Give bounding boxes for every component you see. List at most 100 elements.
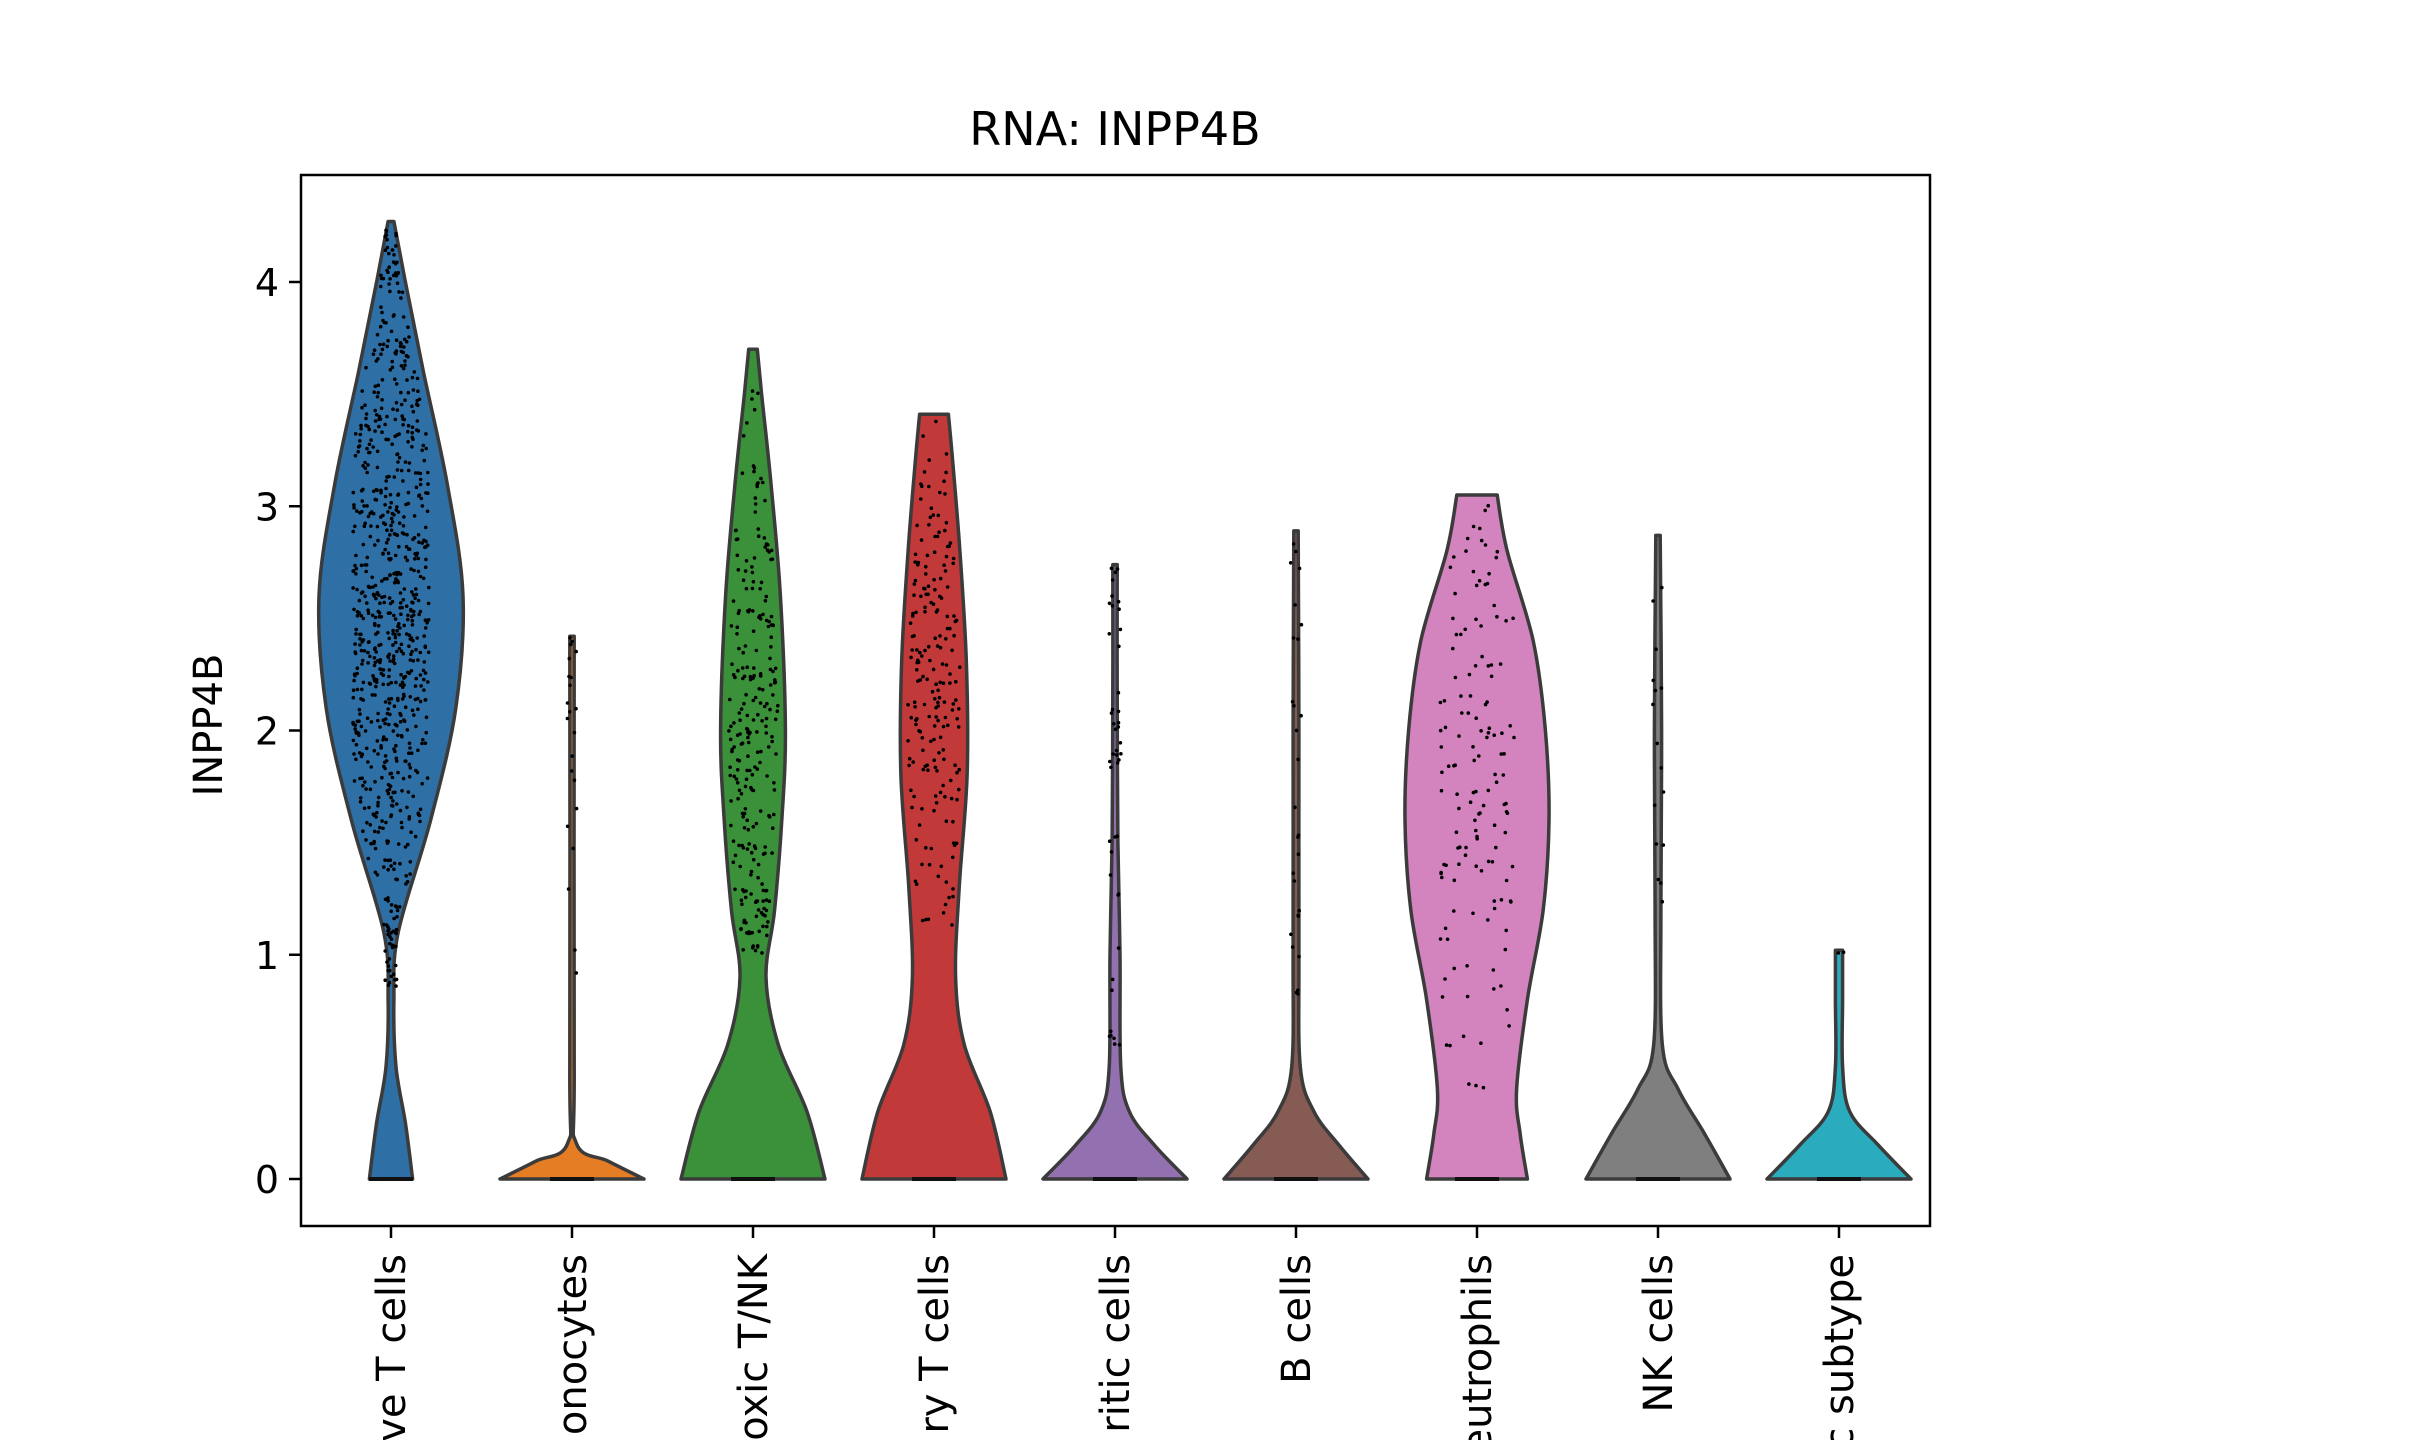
data-point xyxy=(377,614,382,619)
data-point xyxy=(1116,946,1121,950)
violin-points xyxy=(565,636,579,975)
data-point xyxy=(927,458,931,462)
data-point xyxy=(390,248,395,252)
data-point xyxy=(1502,752,1506,756)
data-point xyxy=(1108,873,1113,877)
data-point xyxy=(1439,870,1443,875)
data-point xyxy=(1473,664,1478,668)
data-point xyxy=(384,229,389,234)
data-point xyxy=(366,608,370,612)
data-point xyxy=(399,342,403,346)
data-point xyxy=(379,406,384,411)
data-point xyxy=(570,754,574,758)
data-point xyxy=(914,838,919,842)
data-point xyxy=(771,693,775,697)
data-point xyxy=(1494,845,1498,850)
data-point xyxy=(360,662,364,666)
data-point xyxy=(944,819,949,823)
data-point xyxy=(373,408,378,413)
data-point xyxy=(368,534,373,539)
data-point xyxy=(414,485,419,490)
data-point xyxy=(754,900,758,904)
data-point xyxy=(366,584,371,589)
data-point xyxy=(951,556,956,561)
data-point xyxy=(1440,875,1444,880)
data-point xyxy=(393,553,398,558)
data-point xyxy=(390,520,395,524)
data-point xyxy=(418,673,423,677)
data-point xyxy=(735,632,739,636)
data-point xyxy=(394,928,399,932)
data-point xyxy=(394,984,398,988)
data-point xyxy=(387,668,392,672)
violin-points xyxy=(1651,585,1666,904)
data-point xyxy=(412,568,416,573)
data-point xyxy=(406,440,410,444)
data-point xyxy=(384,737,389,742)
data-point xyxy=(1653,688,1658,693)
data-point xyxy=(379,671,384,676)
data-point xyxy=(771,669,775,674)
data-point xyxy=(920,807,924,811)
data-point xyxy=(391,314,396,318)
data-point xyxy=(386,925,390,929)
data-point xyxy=(770,734,774,739)
data-point xyxy=(1499,752,1504,756)
data-point xyxy=(402,694,406,699)
data-point xyxy=(1492,987,1496,991)
data-point xyxy=(395,281,400,286)
data-point xyxy=(755,750,760,754)
data-point xyxy=(741,846,746,850)
data-point xyxy=(358,637,362,641)
data-point xyxy=(389,909,394,914)
data-point xyxy=(364,412,369,416)
data-point xyxy=(372,348,377,353)
data-point xyxy=(407,762,412,767)
data-point xyxy=(728,765,732,769)
data-point xyxy=(1468,694,1473,698)
data-point xyxy=(422,677,426,682)
data-point xyxy=(913,879,918,884)
data-point xyxy=(568,636,572,640)
data-point xyxy=(765,774,769,778)
data-point xyxy=(400,680,405,685)
data-point xyxy=(760,951,764,955)
data-point xyxy=(406,423,411,428)
data-point xyxy=(751,944,755,948)
data-point xyxy=(1471,745,1475,749)
data-point xyxy=(746,609,751,614)
data-point xyxy=(932,737,936,742)
data-point xyxy=(399,820,404,825)
data-point xyxy=(362,524,367,528)
data-point xyxy=(1294,549,1298,554)
data-point xyxy=(1486,503,1490,508)
data-point xyxy=(754,648,759,653)
data-point xyxy=(398,626,402,630)
data-point xyxy=(1291,542,1296,546)
data-point xyxy=(934,682,938,686)
data-point xyxy=(772,788,777,792)
data-point xyxy=(1438,728,1443,733)
data-point xyxy=(570,639,574,644)
data-point xyxy=(752,466,757,470)
data-point xyxy=(750,570,755,575)
data-point xyxy=(380,310,384,315)
data-point xyxy=(762,906,766,911)
data-point xyxy=(389,696,394,701)
data-point xyxy=(414,592,419,597)
data-point xyxy=(353,727,357,731)
data-point xyxy=(769,614,774,619)
data-point xyxy=(936,688,940,693)
data-point xyxy=(935,644,940,648)
data-point xyxy=(923,609,927,614)
data-point xyxy=(754,821,759,826)
data-point xyxy=(739,707,744,711)
data-point xyxy=(745,421,749,425)
data-point xyxy=(1494,555,1499,560)
data-point xyxy=(764,731,769,735)
x-tick-label: ritic cells xyxy=(1093,1254,1139,1433)
data-point xyxy=(923,587,927,591)
data-point xyxy=(388,492,393,497)
data-point xyxy=(376,718,380,723)
data-point xyxy=(354,627,359,632)
